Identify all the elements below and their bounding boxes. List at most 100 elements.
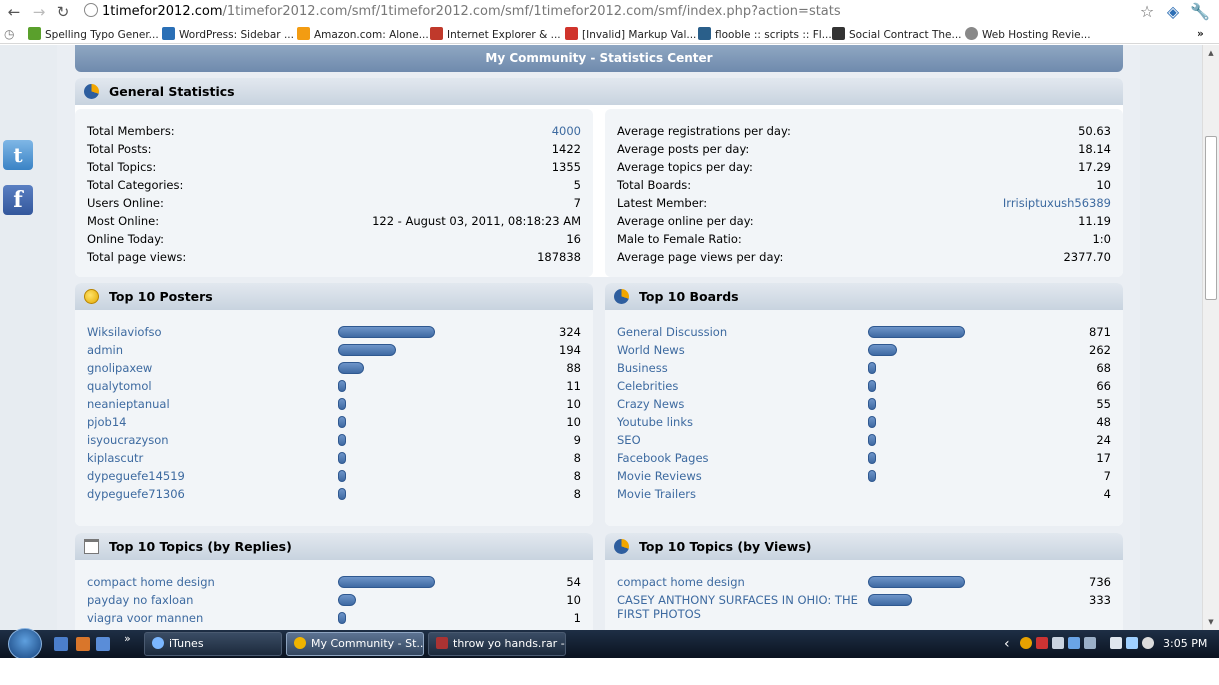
ranked-item-link[interactable]: pjob14: [87, 415, 127, 429]
bookmark-item[interactable]: [Invalid] Markup Val...: [565, 27, 696, 42]
ranked-item-bar: [868, 326, 965, 338]
stat-value: 187838: [537, 250, 581, 264]
ranked-item-link[interactable]: World News: [617, 343, 685, 357]
ranked-item-link[interactable]: Crazy News: [617, 397, 685, 411]
tray-app-icon[interactable]: [1020, 637, 1032, 649]
show-desktop-icon[interactable]: [54, 637, 68, 651]
scroll-down-arrow-icon[interactable]: ▼: [1208, 618, 1214, 626]
reload-icon[interactable]: ↻: [56, 3, 70, 21]
itunes-icon: [152, 637, 164, 649]
ranked-item-link[interactable]: Movie Trailers: [617, 487, 696, 501]
address-bar[interactable]: 1timefor2012.com/1timefor2012.com/smf/1t…: [79, 1, 1159, 22]
stat-value[interactable]: 4000: [551, 124, 581, 138]
network-icon[interactable]: [1126, 637, 1138, 649]
bookmark-favicon-icon: [698, 27, 711, 40]
tray-device-icon[interactable]: [1084, 637, 1096, 649]
ranked-item-link[interactable]: dypeguefe14519: [87, 469, 185, 483]
ranked-item-link[interactable]: kiplascutr: [87, 451, 144, 465]
twitter-icon[interactable]: t: [3, 140, 33, 170]
scroll-up-arrow-icon[interactable]: ▲: [1208, 49, 1214, 57]
bookmark-item[interactable]: WordPress: Sidebar ...: [162, 27, 294, 42]
ranked-item-link-continued[interactable]: FIRST PHOTOS: [617, 607, 701, 621]
top-posters-list: Wiksilaviofso 324 admin 194 gnolipaxew 88 qual…: [75, 310, 593, 526]
top-boards-header: Top 10 Boards: [605, 283, 1123, 310]
stat-label: Total Posts:: [87, 142, 152, 156]
stat-label: Latest Member:: [617, 196, 708, 210]
taskbar-item[interactable]: throw yo hands.rar -...: [428, 632, 566, 656]
ranked-item-link[interactable]: General Discussion: [617, 325, 728, 339]
ranked-item-link[interactable]: Movie Reviews: [617, 469, 702, 483]
ranked-item-link[interactable]: Business: [617, 361, 668, 375]
star-icon[interactable]: ☆: [1139, 2, 1155, 21]
ranked-item-link[interactable]: Facebook Pages: [617, 451, 709, 465]
start-button[interactable]: [8, 628, 42, 660]
general-statistics-panel: General Statistics Total Members: 4000 To…: [75, 78, 1123, 277]
ranked-item-link[interactable]: dypeguefe71306: [87, 487, 185, 501]
ranked-item-link[interactable]: Celebrities: [617, 379, 679, 393]
ranked-item-link[interactable]: neanieptanual: [87, 397, 170, 411]
stat-row: Male to Female Ratio: 1:0: [617, 230, 1111, 248]
vertical-scrollbar[interactable]: ▲ ▼: [1202, 45, 1219, 630]
ranked-item-link[interactable]: viagra voor mannen: [87, 611, 204, 625]
tray-expand-chevron[interactable]: ‹: [1004, 636, 1010, 652]
bookmark-item[interactable]: Internet Explorer & ...: [430, 27, 561, 42]
ranked-item-link[interactable]: Wiksilaviofso: [87, 325, 162, 339]
ranked-item-value: 8: [573, 451, 581, 465]
tray-security-icon[interactable]: [1036, 637, 1048, 649]
ranked-item-link[interactable]: SEO: [617, 433, 641, 447]
back-arrow-icon[interactable]: ←: [7, 3, 21, 21]
tray-update-icon[interactable]: [1068, 637, 1080, 649]
stat-row: Total Boards: 10: [617, 176, 1111, 194]
coin-icon: [84, 289, 99, 304]
stat-row: Average online per day: 11.19: [617, 212, 1111, 230]
top-posters-header: Top 10 Posters: [75, 283, 593, 310]
bookmark-item[interactable]: Amazon.com: Alone...: [297, 27, 429, 42]
ranked-item-link[interactable]: isyoucrazyson: [87, 433, 169, 447]
volume-icon[interactable]: [1142, 637, 1154, 649]
quicklaunch-more-chevron[interactable]: »: [124, 632, 131, 645]
ranked-item-value: 1: [573, 611, 581, 625]
clock[interactable]: 3:05 PM: [1163, 637, 1208, 650]
ranked-item-bar: [338, 362, 364, 374]
tray-display-icon[interactable]: [1052, 637, 1064, 649]
ranked-item-bar: [338, 612, 346, 624]
history-icon[interactable]: ◷: [4, 27, 15, 41]
tray-power-icon[interactable]: [1110, 637, 1122, 649]
bookmark-item[interactable]: Web Hosting Revie...: [965, 27, 1091, 42]
ranked-item-link[interactable]: payday no faxloan: [87, 593, 194, 607]
more-bookmarks-chevron[interactable]: »: [1197, 28, 1204, 40]
scrollbar-thumb[interactable]: [1205, 136, 1217, 300]
stat-value: 1422: [551, 142, 581, 156]
ranked-item-link[interactable]: compact home design: [617, 575, 745, 589]
page-margin-right: [1140, 45, 1202, 630]
forward-arrow-icon[interactable]: →: [32, 3, 46, 21]
taskbar-item[interactable]: iTunes: [144, 632, 282, 656]
switch-windows-icon[interactable]: [96, 637, 110, 651]
ranked-item-link[interactable]: CASEY ANTHONY SURFACES IN OHIO: THE: [617, 593, 858, 607]
bookmark-item[interactable]: Spelling Typo Gener...: [28, 27, 159, 42]
ranked-item-link[interactable]: compact home design: [87, 575, 215, 589]
ranked-item-bar: [868, 576, 965, 588]
ranked-item-link[interactable]: gnolipaxew: [87, 361, 153, 375]
media-player-icon[interactable]: [76, 637, 90, 651]
general-statistics-body: Total Members: 4000 Total Posts: 1422 Tota…: [75, 105, 1123, 277]
stat-row: Total Topics: 1355: [87, 158, 581, 176]
ranked-item-value: 194: [559, 343, 581, 357]
stat-label: Average registrations per day:: [617, 124, 791, 138]
bookmark-item[interactable]: Social Contract The...: [832, 27, 962, 42]
ranked-item-bar: [338, 594, 356, 606]
panel-title: General Statistics: [109, 84, 235, 99]
latest-member-link[interactable]: Irrisiptuxush56389: [1002, 196, 1111, 210]
ranked-item-value: 8: [573, 469, 581, 483]
ranked-row: compact home design 736: [617, 573, 1111, 591]
ranked-item-link[interactable]: Youtube links: [617, 415, 693, 429]
ranked-item-link[interactable]: qualytomol: [87, 379, 152, 393]
ranked-item-value: 11: [566, 379, 581, 393]
wrench-icon[interactable]: 🔧: [1190, 2, 1210, 21]
bookmark-item[interactable]: flooble :: scripts :: Fl...: [698, 27, 832, 42]
facebook-icon[interactable]: f: [3, 185, 33, 215]
ranked-item-value: 54: [566, 575, 581, 589]
taskbar-item[interactable]: My Community - St...: [286, 632, 424, 656]
extension-icon[interactable]: ◈: [1166, 2, 1180, 21]
ranked-item-link[interactable]: admin: [87, 343, 124, 357]
